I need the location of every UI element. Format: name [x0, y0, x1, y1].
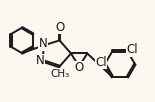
- Text: N: N: [39, 37, 48, 50]
- Text: O: O: [56, 21, 65, 34]
- Text: CH₃: CH₃: [50, 69, 69, 79]
- Text: N: N: [36, 54, 45, 67]
- Text: O: O: [75, 61, 84, 74]
- Text: Cl: Cl: [126, 43, 138, 56]
- Text: Cl: Cl: [95, 56, 107, 69]
